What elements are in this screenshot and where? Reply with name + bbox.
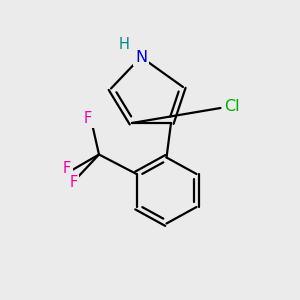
Text: N: N	[135, 50, 147, 64]
Text: F: F	[63, 160, 71, 175]
Text: H: H	[119, 37, 130, 52]
Text: Cl: Cl	[224, 99, 240, 114]
Text: F: F	[84, 111, 92, 126]
Text: F: F	[69, 175, 78, 190]
